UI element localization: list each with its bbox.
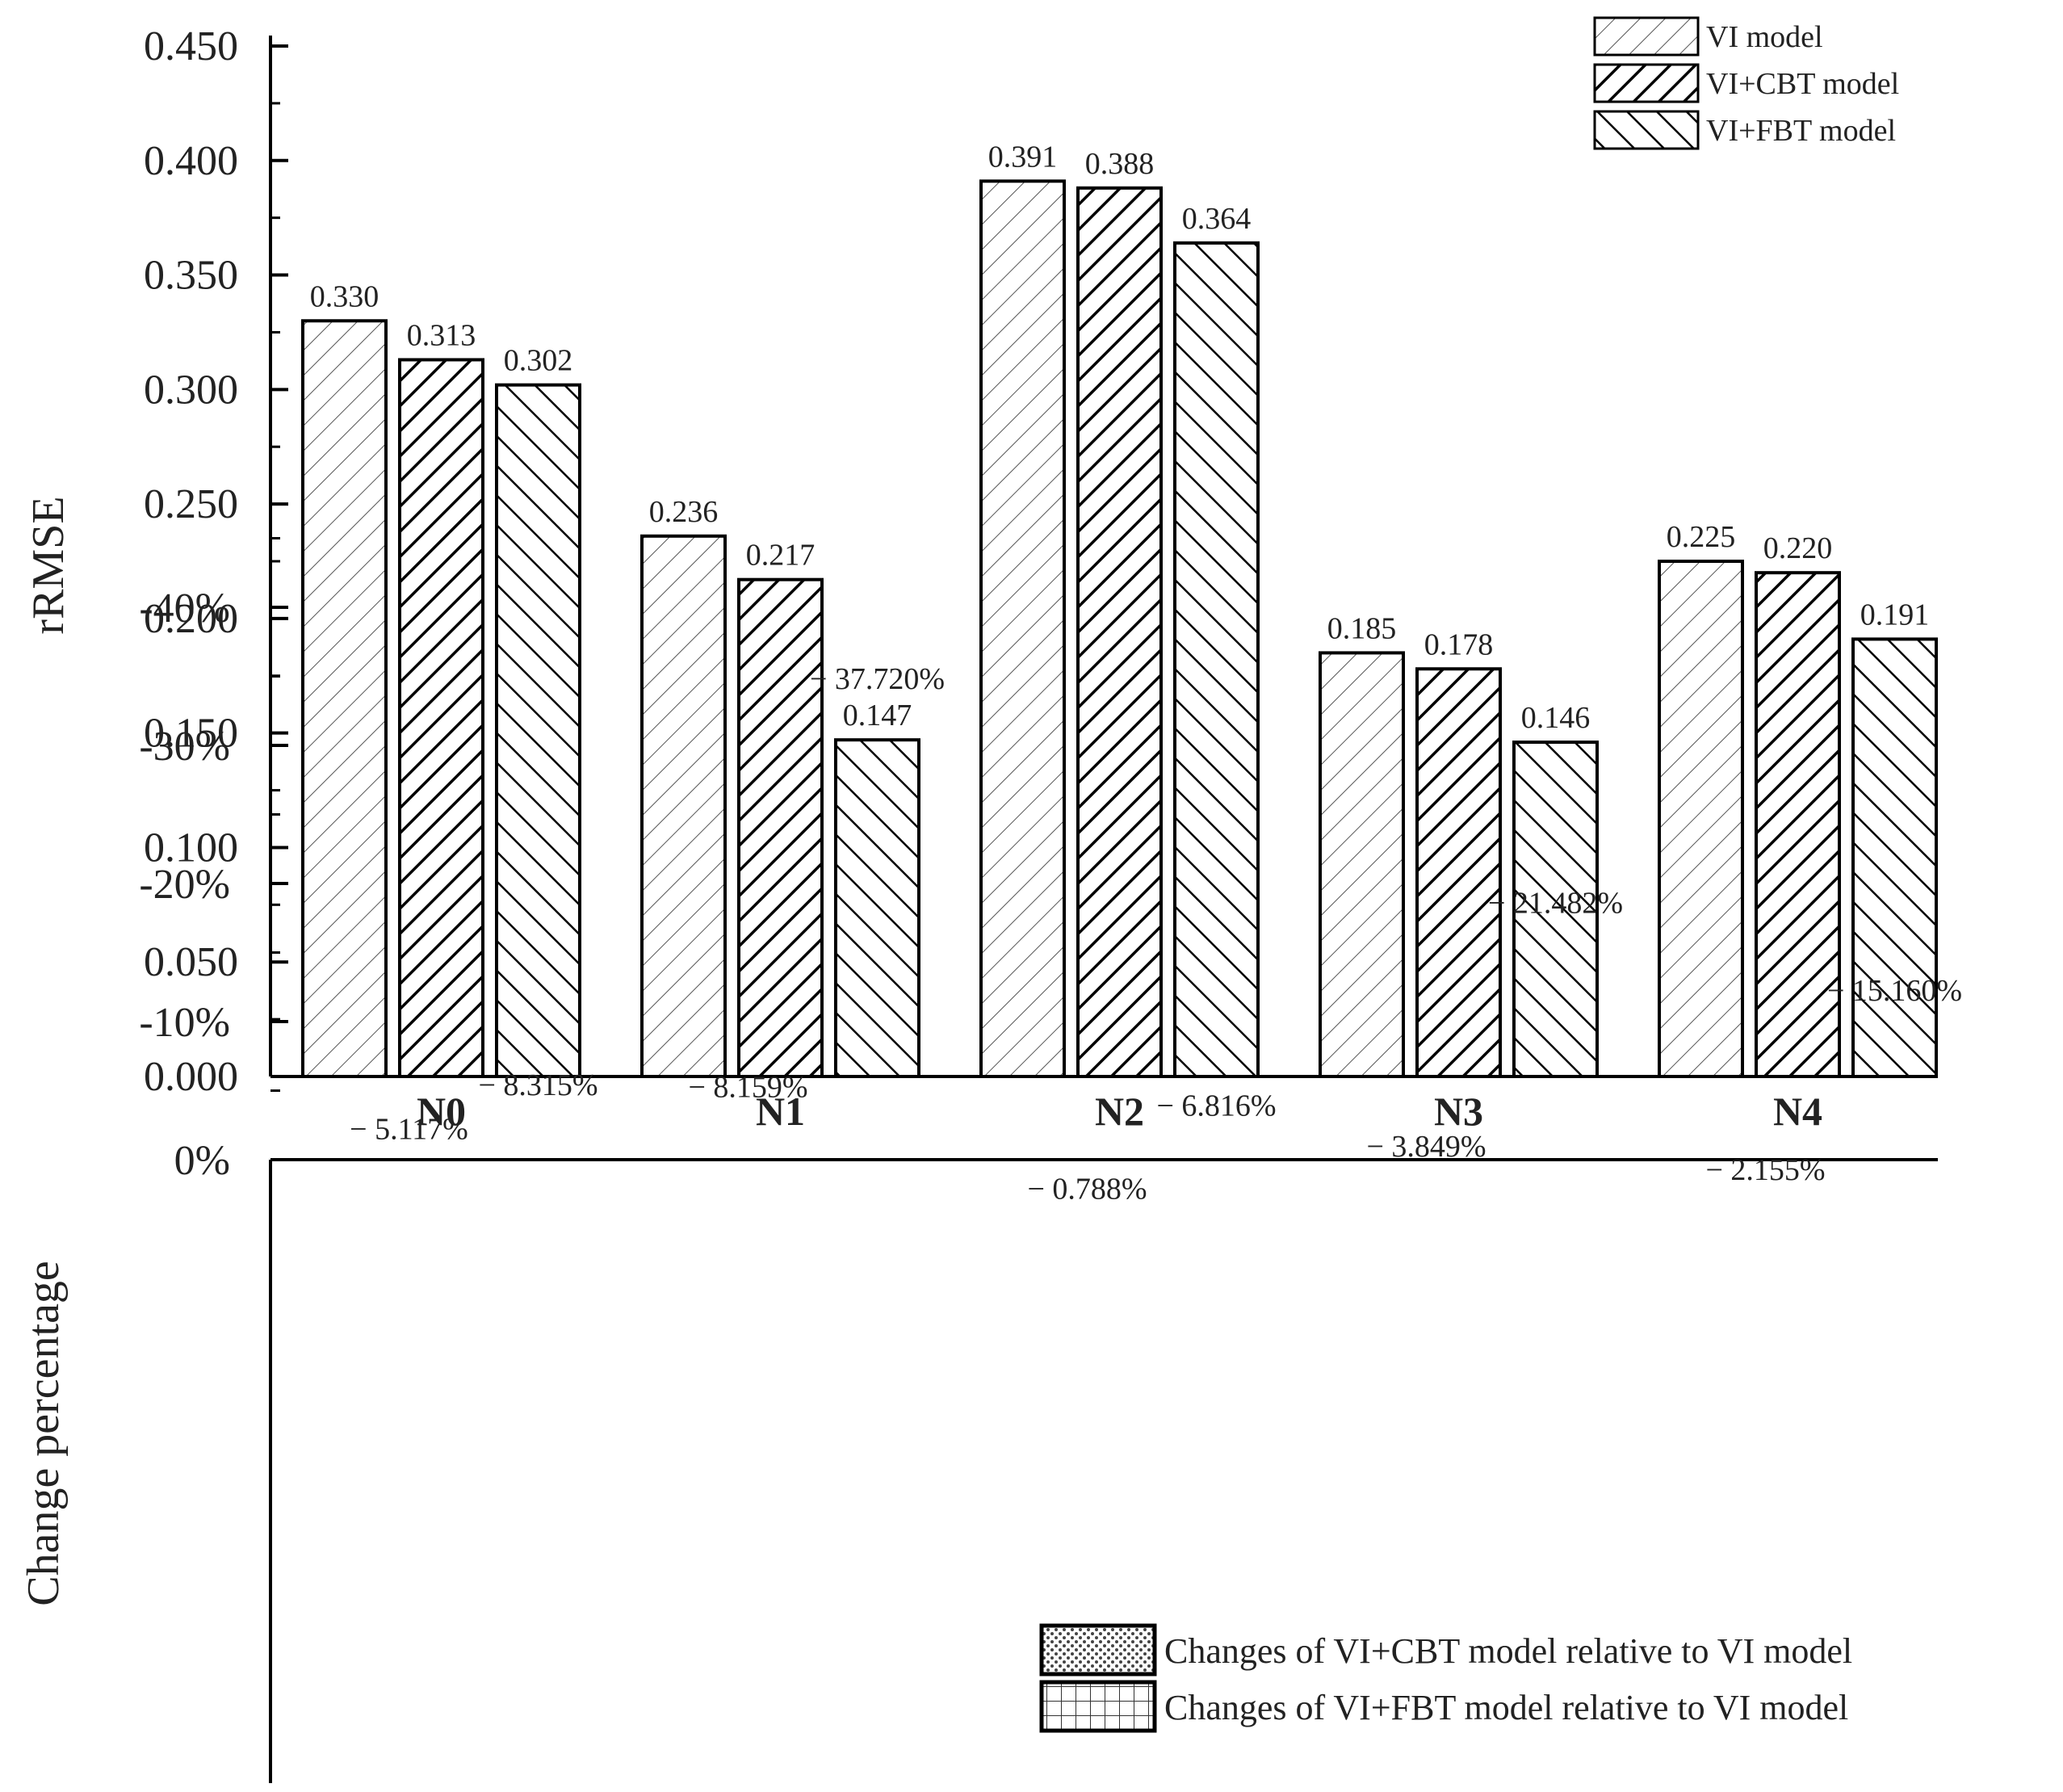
rrmse-legend-swatch (1593, 110, 1700, 150)
change-value-labels: − 5.117% − 8.159% − 0.788% − 3.849% − 2.155%… (350, 662, 1962, 1207)
rrmse-bar (495, 383, 581, 1078)
change-legend-swatch (1039, 1680, 1157, 1733)
rrmse-bars (301, 179, 1938, 1079)
rrmse-value-label: 0.217 (746, 539, 816, 573)
rrmse-value-label: 0.185 (1327, 611, 1397, 645)
rrmse-value-labels: 0.330 0.236 0.391 0.185 0.225 0.313 0.217 0.388… (310, 140, 1930, 735)
rrmse-bar (640, 534, 727, 1078)
rrmse-value-label: 0.146 (1521, 701, 1591, 735)
change-tick-label: -20% (139, 862, 230, 908)
change-tick-label: 0% (174, 1138, 230, 1184)
rrmse-bar (1512, 741, 1599, 1079)
rrmse-bar-chart: 0.000 0.050 0.100 0.150 0.200 0.250 0.300 0.350… (23, 16, 1938, 1134)
rrmse-legend-swatch (1593, 16, 1700, 57)
rrmse-value-label: 0.178 (1424, 627, 1494, 661)
category-label: N2 (1095, 1089, 1144, 1134)
rrmse-tick-label: 0.200 (144, 596, 238, 642)
rrmse-tick-label: 0.350 (144, 253, 238, 299)
rrmse-bar (1658, 560, 1744, 1078)
rrmse-bar (1173, 241, 1260, 1078)
rrmse-value-label: 0.388 (1085, 147, 1155, 181)
change-value-label: − 3.849% (1366, 1130, 1486, 1164)
rrmse-value-label: 0.364 (1182, 202, 1252, 236)
rrmse-bar (1319, 651, 1405, 1078)
rrmse-value-label: 0.330 (310, 279, 379, 313)
change-value-label: − 21.482% (1488, 887, 1623, 921)
category-label: N0 (417, 1089, 466, 1134)
change-y-axis: 0% -10% -20% -30% -40% (139, 537, 1938, 1783)
rrmse-legend: VI model VI+CBT model VI+FBT model (1593, 16, 1899, 150)
rrmse-bar (301, 319, 388, 1078)
rrmse-tick-label: 0.450 (144, 23, 238, 69)
change-percentage-chart: 0% -10% -20% -30% -40% Change percentage − 5… (19, 537, 1962, 1783)
change-tick-label: -40% (139, 585, 230, 632)
rrmse-bar (1415, 667, 1502, 1078)
rrmse-tick-label: 0.000 (144, 1054, 238, 1100)
rrmse-value-label: 0.220 (1763, 531, 1833, 565)
rrmse-legend-swatch (1593, 63, 1700, 103)
change-legend-label: Changes of VI+FBT model relative to VI m… (1164, 1688, 1848, 1727)
rrmse-value-label: 0.313 (407, 318, 476, 352)
change-legend: Changes of VI+CBT model relative to VI m… (1039, 1623, 1852, 1733)
rrmse-value-label: 0.191 (1860, 598, 1930, 632)
rrmse-axis-title: rRMSE (23, 496, 73, 634)
change-value-label: − 0.788% (1027, 1173, 1147, 1207)
rrmse-tick-label: 0.050 (144, 939, 238, 985)
rrmse-legend-label: VI model (1706, 20, 1823, 54)
category-labels: N0 N1 N2 N3 N4 (417, 1089, 1822, 1134)
rrmse-bar (737, 577, 824, 1078)
rrmse-bar (1851, 637, 1938, 1078)
rrmse-legend-label: VI+CBT model (1706, 67, 1899, 101)
rrmse-value-label: 0.225 (1667, 520, 1736, 554)
rrmse-value-label: 0.236 (649, 495, 719, 529)
change-legend-label: Changes of VI+CBT model relative to VI m… (1164, 1631, 1852, 1671)
rrmse-value-label: 0.391 (988, 140, 1058, 174)
change-value-label: − 8.315% (478, 1068, 598, 1102)
rrmse-bar (1076, 186, 1163, 1078)
rrmse-bar (398, 358, 484, 1078)
rrmse-value-label: 0.302 (504, 344, 573, 378)
rrmse-tick-label: 0.400 (144, 138, 238, 184)
rrmse-y-axis: 0.000 0.050 0.100 0.150 0.200 0.250 0.300 0.350… (144, 23, 1938, 1100)
rrmse-tick-label: 0.250 (144, 481, 238, 527)
change-tick-label: -30% (139, 724, 230, 770)
rrmse-tick-label: 0.150 (144, 711, 238, 757)
rrmse-legend-label: VI+FBT model (1706, 114, 1896, 148)
category-label: N3 (1434, 1089, 1483, 1134)
rrmse-bar (979, 179, 1066, 1079)
rrmse-bar (1755, 571, 1841, 1078)
category-label: N1 (756, 1089, 805, 1134)
change-legend-swatch (1039, 1623, 1157, 1677)
change-value-label: − 6.816% (1156, 1089, 1276, 1123)
change-axis-title: Change percentage (19, 1261, 69, 1606)
category-label: N4 (1773, 1089, 1822, 1134)
change-value-label: − 37.720% (810, 662, 945, 696)
rrmse-tick-label: 0.300 (144, 367, 238, 413)
change-tick-label: -10% (139, 1000, 230, 1046)
rrmse-tick-label: 0.100 (144, 825, 238, 871)
change-value-label: − 15.160% (1827, 974, 1962, 1008)
change-value-label: − 5.117% (350, 1112, 468, 1146)
change-value-label: − 8.159% (688, 1070, 807, 1104)
rrmse-bar (834, 738, 920, 1078)
rrmse-value-label: 0.147 (843, 699, 912, 732)
change-value-label: − 2.155% (1705, 1153, 1825, 1187)
